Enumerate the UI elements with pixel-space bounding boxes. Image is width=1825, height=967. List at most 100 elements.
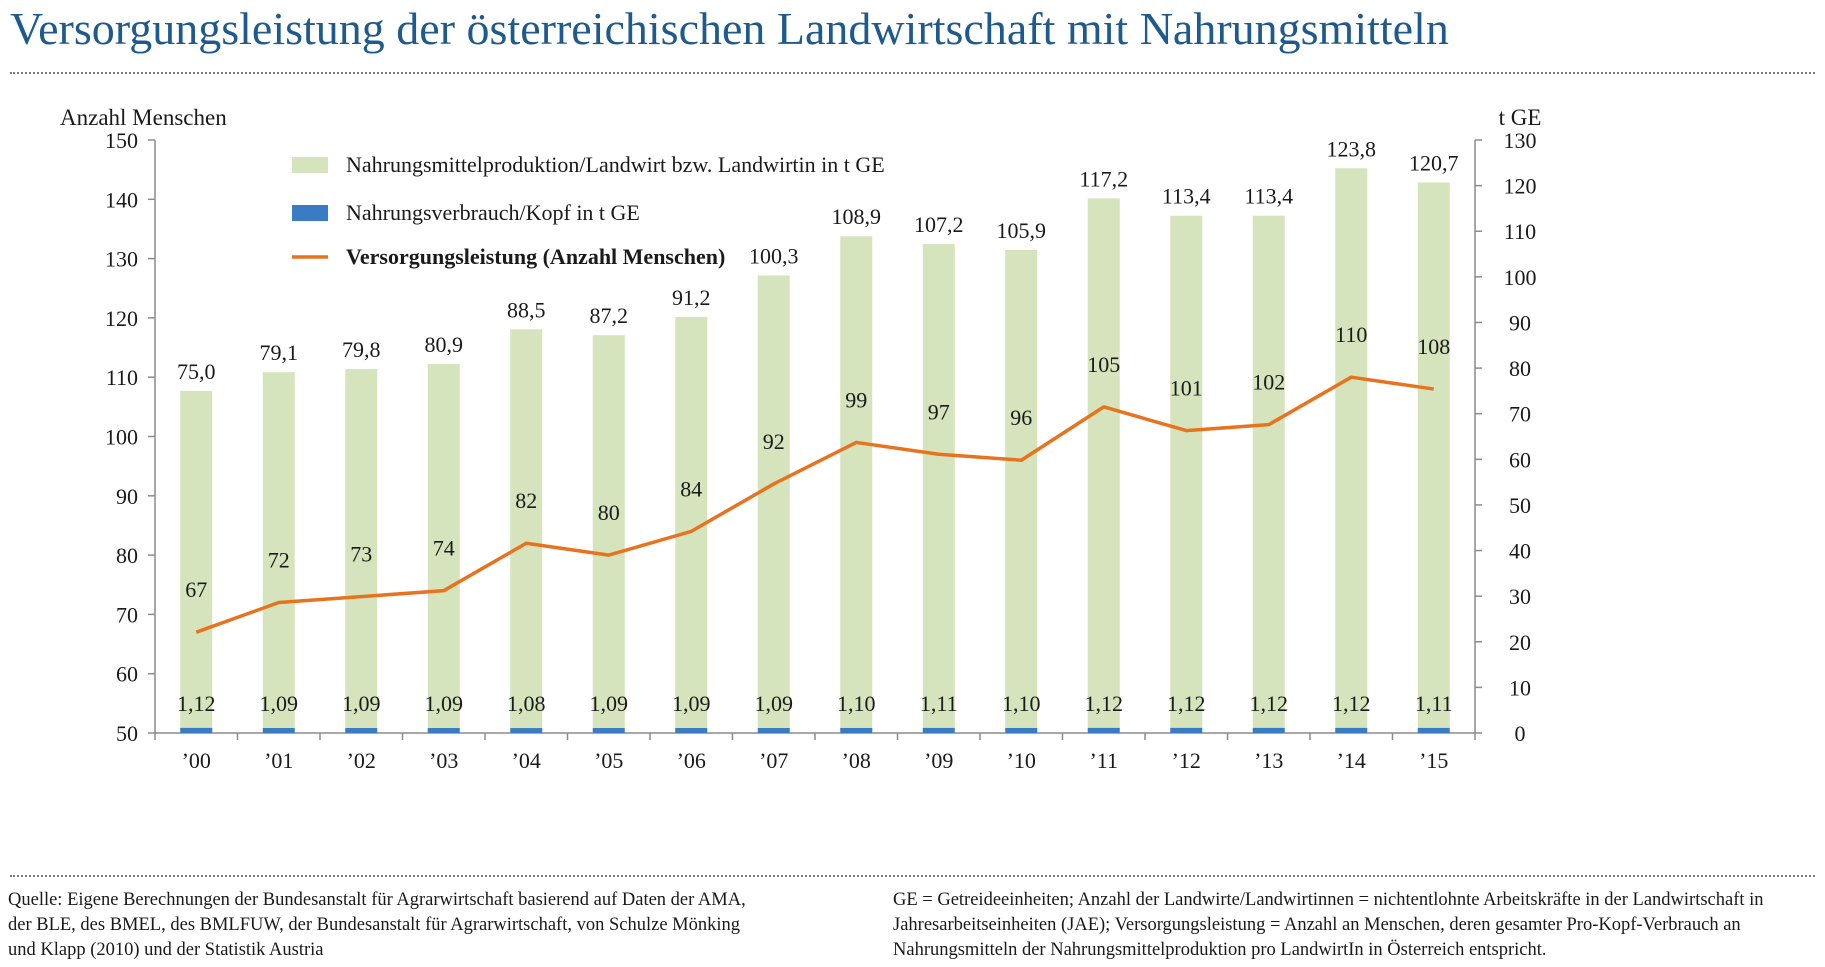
production-bar-label: 113,4 — [1162, 184, 1211, 209]
left-tick-label: 110 — [106, 365, 138, 390]
chart-line — [195, 375, 1434, 634]
production-bar-label: 88,5 — [507, 297, 546, 322]
right-tick-label: 60 — [1509, 447, 1531, 472]
legend-label-consumption: Nahrungsverbrauch/Kopf in t GE — [346, 200, 640, 225]
legend-swatch-consumption — [292, 205, 328, 221]
supply-line-label: 84 — [680, 476, 702, 501]
consumption-bar — [1335, 727, 1368, 733]
consumption-bar — [757, 728, 790, 733]
right-axis-title: t GE — [1499, 105, 1542, 130]
consumption-bar — [840, 727, 873, 733]
left-tick-label: 130 — [105, 247, 138, 272]
left-tick-label: 60 — [116, 662, 138, 687]
production-bar-label: 79,8 — [342, 337, 381, 362]
consumption-bar — [675, 728, 708, 733]
consumption-bar — [592, 728, 625, 733]
left-tick-label: 150 — [105, 128, 138, 153]
consumption-bar — [345, 728, 378, 733]
production-bar — [1335, 168, 1368, 733]
consumption-bar-label: 1,12 — [177, 691, 216, 716]
consumption-bar-label: 1,11 — [920, 691, 958, 716]
left-tick-label: 80 — [116, 543, 138, 568]
legend-label-supply: Versorgungsleistung (Anzahl Menschen) — [346, 244, 725, 269]
consumption-bar — [1170, 727, 1203, 733]
production-bar — [840, 236, 873, 733]
right-tick-label: 90 — [1509, 310, 1531, 335]
consumption-bar — [1005, 727, 1038, 733]
chart-legend: Nahrungsmittelproduktion/Landwirt bzw. L… — [292, 152, 885, 269]
right-tick-label: 10 — [1509, 675, 1531, 700]
consumption-bar-label: 1,12 — [1250, 691, 1289, 716]
production-bar — [1417, 182, 1450, 733]
consumption-bar — [1087, 727, 1120, 733]
production-bar-label: 117,2 — [1079, 166, 1128, 191]
production-bar-label: 79,1 — [260, 340, 299, 365]
chart: 50 60 70 80 90 100 110 120 130 140 150 0 10 20 30 40 50 6… — [60, 105, 1541, 773]
supply-line-label: 92 — [763, 429, 785, 454]
x-tick-label: ’04 — [512, 748, 541, 773]
supply-line-label: 101 — [1170, 376, 1203, 401]
supply-line — [195, 375, 1434, 634]
chart-labels: 75,0 79,1 79,8 80,9 88,5 87,2 91,2 100,3 108,9 10… — [177, 136, 1459, 716]
supply-line-label: 110 — [1335, 322, 1367, 347]
production-bar — [1087, 198, 1120, 733]
supply-line-label: 73 — [350, 542, 372, 567]
production-bar-label: 105,9 — [997, 218, 1047, 243]
right-tick-label: 20 — [1509, 630, 1531, 655]
right-tick-label: 0 — [1515, 721, 1526, 746]
right-tick-label: 120 — [1504, 174, 1537, 199]
consumption-bar-label: 1,12 — [1085, 691, 1124, 716]
x-tick-label: ’06 — [677, 748, 706, 773]
production-bar — [510, 329, 543, 733]
production-bar — [1005, 249, 1038, 733]
chart-axes: 50 60 70 80 90 100 110 120 130 140 150 0 10 20 30 40 50 6… — [60, 105, 1541, 773]
consumption-bar-label: 1,09 — [425, 691, 464, 716]
left-tick-label: 140 — [105, 187, 138, 212]
x-tick-label: ’01 — [264, 748, 293, 773]
page-title: Versorgungsleistung der österreichischen… — [10, 3, 1449, 54]
legend-label-production: Nahrungsmittelproduktion/Landwirt bzw. L… — [346, 152, 885, 177]
supply-line-label: 72 — [268, 548, 290, 573]
consumption-bar — [262, 728, 295, 733]
chart-bars — [180, 168, 1450, 733]
production-bar-label: 87,2 — [590, 303, 629, 328]
consumption-bar-label: 1,09 — [342, 691, 381, 716]
legend-swatch-production — [292, 157, 328, 173]
consumption-bar-label: 1,10 — [837, 691, 876, 716]
x-tick-label: ’08 — [842, 748, 871, 773]
consumption-bar-label: 1,10 — [1002, 691, 1041, 716]
production-bar — [427, 363, 460, 733]
x-tick-label: ’09 — [924, 748, 953, 773]
left-axis-title: Anzahl Menschen — [60, 105, 227, 130]
consumption-bar-label: 1,08 — [507, 691, 546, 716]
supply-line-label: 96 — [1010, 405, 1032, 430]
production-bar-label: 75,0 — [177, 359, 216, 384]
production-bar — [1252, 215, 1285, 733]
production-bar-label: 107,2 — [914, 212, 964, 237]
production-bar-label: 120,7 — [1409, 150, 1459, 175]
x-tick-label: ’03 — [429, 748, 458, 773]
production-bar-label: 91,2 — [672, 285, 711, 310]
x-tick-label: ’11 — [1089, 748, 1118, 773]
x-tick-label: ’14 — [1337, 748, 1366, 773]
footer-divider — [10, 875, 1815, 877]
supply-line-label: 108 — [1417, 334, 1450, 359]
right-tick-label: 100 — [1504, 265, 1537, 290]
right-tick-label: 30 — [1509, 584, 1531, 609]
production-bar — [262, 372, 295, 733]
consumption-bar — [510, 728, 543, 733]
consumption-bar-label: 1,09 — [590, 691, 629, 716]
production-bar — [592, 335, 625, 733]
right-tick-label: 80 — [1509, 356, 1531, 381]
consumption-bar — [1252, 727, 1285, 733]
production-bar — [1170, 215, 1203, 733]
consumption-bar-label: 1,09 — [260, 691, 299, 716]
consumption-bar-label: 1,09 — [755, 691, 794, 716]
supply-line-label: 74 — [433, 536, 455, 561]
production-bar-label: 80,9 — [425, 332, 464, 357]
definition-note: GE = Getreideeinheiten; Anzahl der Landw… — [893, 890, 1764, 960]
production-bar — [180, 390, 213, 733]
left-tick-label: 90 — [116, 484, 138, 509]
title-divider — [10, 72, 1815, 74]
left-tick-label: 70 — [116, 602, 138, 627]
